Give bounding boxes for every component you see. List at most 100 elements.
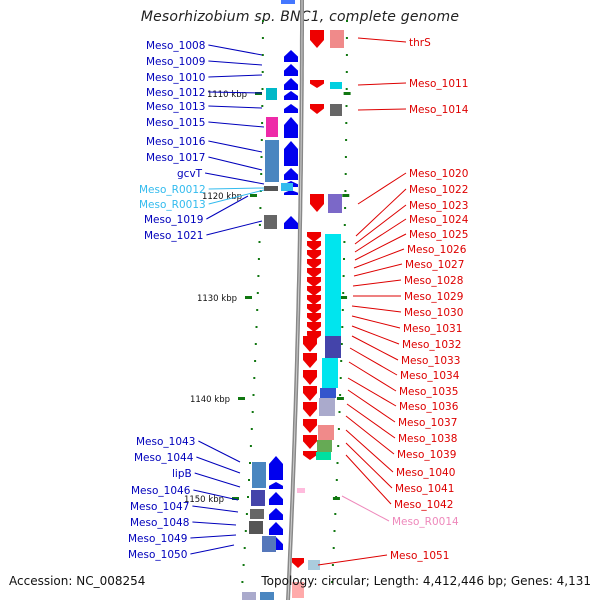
- scale-dot: [261, 71, 264, 73]
- leader-line: [208, 60, 263, 66]
- gene-box: [264, 186, 278, 191]
- tick-label: 1110 kbp: [207, 90, 247, 100]
- leader-line: [351, 325, 400, 345]
- leader-line: [352, 279, 402, 287]
- gene-label-right: Meso_1027: [405, 259, 464, 271]
- scale-ticks-layer: 1110 kbp 1120 kbp 1130 kbp 1140 kbp 1150 kbp: [184, 90, 351, 505]
- scale-dot: [345, 139, 348, 141]
- gene-label-left: Meso_1010: [146, 72, 205, 84]
- leader-line: [208, 74, 263, 78]
- tick-mark: [232, 497, 239, 500]
- gene-label-right: Meso_R0014: [392, 516, 459, 528]
- gene-arrow: [307, 232, 321, 242]
- gene-arrow: [284, 91, 298, 100]
- gene-arrow: [307, 304, 321, 314]
- leader-line: [351, 305, 402, 313]
- tick-mark: [343, 92, 351, 95]
- leader-line: [351, 315, 401, 329]
- gene-label-right: Meso_1041: [395, 483, 454, 495]
- scale-dot: [345, 88, 348, 90]
- gene-label-left: Meso_1047: [130, 501, 189, 513]
- scale-dot: [249, 445, 252, 447]
- scale-dot: [245, 513, 248, 515]
- gene-box: [265, 140, 279, 182]
- scale-dot: [253, 377, 256, 379]
- scale-dot: [342, 292, 345, 294]
- map-title: Mesorhizobium sp. BNC1, complete genome: [140, 9, 460, 25]
- tick-mark: [255, 92, 262, 95]
- scale-dot: [343, 258, 345, 260]
- gene-label-right: Meso_1025: [409, 229, 468, 241]
- scale-dot: [341, 309, 344, 311]
- scale-dot: [260, 156, 263, 158]
- gene-label-right: Meso_1029: [404, 291, 463, 303]
- tick-mark: [238, 397, 245, 400]
- gene-box: [319, 398, 335, 416]
- gene-label-right: Meso_1026: [407, 244, 467, 256]
- gene-arrow: [303, 435, 317, 449]
- scale-dot: [261, 54, 264, 56]
- scale-dot: [248, 479, 250, 481]
- gene-label-right: Meso_1023: [409, 200, 468, 212]
- scale-dot: [261, 88, 264, 90]
- gene-arrow: [307, 259, 321, 269]
- gene-label-right: Meso_1014: [409, 104, 469, 116]
- gene-label-left: Meso_1017: [146, 152, 205, 164]
- scale-dot: [260, 173, 263, 175]
- gene-label-right: Meso_1033: [401, 355, 460, 367]
- gene-box: [330, 104, 342, 116]
- gene-label-left: Meso_1019: [144, 214, 203, 226]
- leader-line: [346, 403, 396, 439]
- gene-label-right: Meso_1040: [396, 467, 455, 479]
- scale-dot: [344, 207, 347, 209]
- scale-dot: [241, 581, 244, 583]
- gene-box: [320, 388, 336, 398]
- gene-label-right: Meso_1031: [403, 323, 462, 335]
- scale-dot: [334, 513, 337, 515]
- leader-line: [208, 140, 263, 153]
- scale-dot: [243, 547, 246, 549]
- gene-arrow: [303, 402, 317, 417]
- scale-dot: [345, 71, 348, 73]
- gene-box: [281, 0, 295, 4]
- scale-dot: [340, 360, 343, 362]
- tick-mark: [250, 194, 257, 197]
- gene-arrow: [269, 482, 283, 489]
- tick-label: 1130 kbp: [197, 294, 237, 304]
- gene-arrow: [307, 277, 321, 287]
- leader-line: [190, 544, 235, 555]
- leader-line: [206, 195, 249, 220]
- gene-arrow: [303, 370, 317, 385]
- gene-arrow: [307, 295, 321, 305]
- tick-mark: [245, 296, 252, 299]
- gene-label-right: Meso_1032: [402, 339, 461, 351]
- leader-line: [208, 156, 263, 171]
- scale-dot: [336, 462, 339, 464]
- scale-dot: [337, 445, 340, 447]
- leader-line: [353, 248, 405, 269]
- scale-dot: [335, 479, 338, 481]
- scale-dot: [257, 275, 260, 277]
- leader-line: [354, 233, 407, 261]
- gene-box: [264, 215, 277, 229]
- leader-line: [345, 415, 395, 455]
- gene-arrow: [284, 50, 298, 62]
- tick-label: 1120 kbp: [202, 192, 242, 202]
- gene-arrow: [310, 104, 324, 114]
- scale-dot: [259, 207, 262, 209]
- scale-dot: [339, 394, 342, 396]
- gene-arrow: [269, 522, 283, 535]
- gene-box: [325, 234, 341, 336]
- gene-arrow: [303, 386, 317, 401]
- scale-dot: [339, 377, 342, 379]
- leader-line: [341, 495, 390, 522]
- scale-dot: [247, 496, 249, 498]
- leader-line: [208, 44, 263, 56]
- gene-box: [328, 194, 342, 213]
- leader-line: [347, 389, 396, 423]
- leader-line: [192, 505, 239, 513]
- gene-arrow: [303, 419, 317, 433]
- gene-label-right: Meso_1022: [409, 184, 468, 196]
- gene-arrow: [284, 190, 298, 195]
